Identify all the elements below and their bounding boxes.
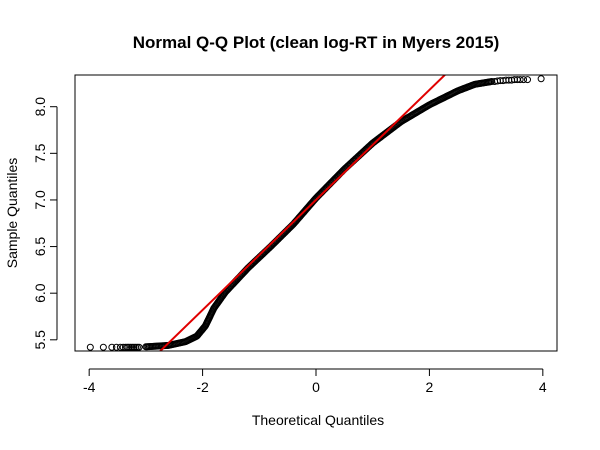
y-tick-label: 8.0 (32, 97, 48, 117)
y-tick-label: 7.5 (32, 143, 48, 163)
x-axis: -4 -2 0 2 4 (83, 368, 547, 395)
y-tick-label: 6.0 (32, 283, 48, 303)
data-point (516, 76, 524, 84)
x-axis-label: Theoretical Quantiles (252, 412, 384, 428)
reference-line (158, 75, 447, 351)
data-point (520, 76, 528, 84)
y-tick-label: 5.5 (32, 330, 48, 350)
data-point (524, 76, 532, 84)
reference-line-layer (158, 75, 447, 351)
x-tick-label: 4 (539, 379, 547, 395)
x-tick-label: 0 (312, 379, 320, 395)
plot-frame (74, 74, 558, 352)
data-point (116, 343, 124, 351)
data-points (86, 75, 545, 351)
data-point (86, 343, 94, 351)
data-point (108, 343, 116, 351)
y-axis: 5.5 6.0 6.5 7.0 7.5 8.0 (32, 97, 58, 350)
data-point (112, 343, 120, 351)
x-tick-label: -2 (196, 379, 209, 395)
y-tick-label: 6.5 (32, 237, 48, 257)
y-tick-label: 7.0 (32, 190, 48, 210)
x-tick-label: 2 (426, 379, 434, 395)
x-tick-label: -4 (83, 379, 96, 395)
chart-title: Normal Q-Q Plot (clean log-RT in Myers 2… (133, 33, 500, 52)
data-point (537, 75, 545, 83)
data-point (135, 343, 143, 351)
data-point (99, 343, 107, 351)
y-axis-label: Sample Quantiles (4, 158, 20, 269)
